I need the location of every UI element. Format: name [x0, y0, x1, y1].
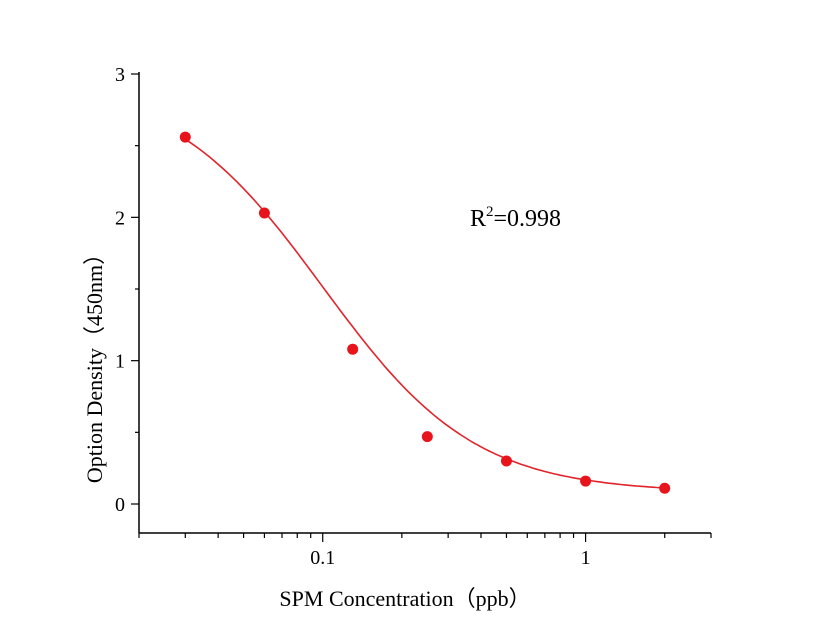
data-point — [421, 431, 433, 443]
y-tick-label: 0 — [115, 494, 125, 516]
y-tick-label: 3 — [115, 64, 125, 86]
data-point — [179, 131, 191, 143]
y-tick-label: 1 — [115, 351, 125, 373]
data-point — [258, 207, 270, 219]
y-axis-label: Option Density（450nm） — [82, 243, 107, 483]
y-tick-label: 2 — [115, 207, 125, 229]
data-point — [347, 343, 359, 355]
data-point — [500, 455, 512, 467]
data-point — [659, 482, 671, 494]
r-squared-annotation: R2=0.998 — [470, 204, 561, 232]
x-tick-label: 1 — [581, 547, 591, 569]
x-tick-label: 0.1 — [310, 547, 335, 569]
data-point — [580, 475, 592, 487]
x-axis-label: SPM Concentration（ppb） — [279, 586, 530, 611]
